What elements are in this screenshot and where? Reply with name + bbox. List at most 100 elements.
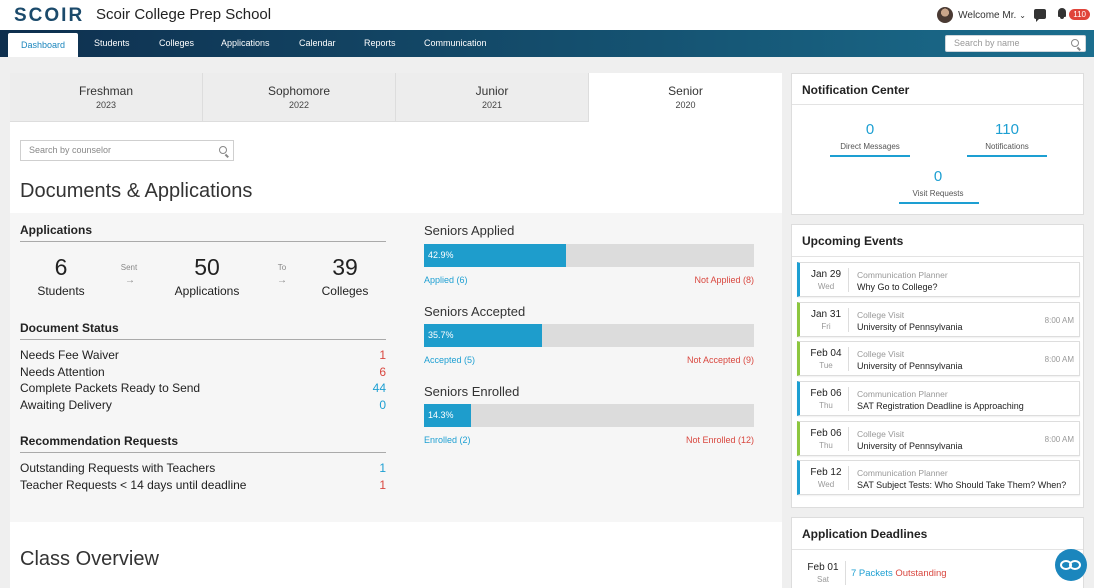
tab-sophomore[interactable]: Sophomore 2022 (203, 73, 396, 122)
divider (20, 452, 386, 453)
nav-applications[interactable]: Applications (221, 38, 270, 48)
enrolled-link[interactable]: Enrolled (2) (424, 435, 471, 445)
tab-label: Freshman (78, 84, 134, 98)
seniors-enrolled-title: Seniors Enrolled (424, 384, 520, 399)
documents-header-area (10, 122, 782, 213)
to-label: To (277, 263, 287, 272)
nav-colleges[interactable]: Colleges (159, 38, 195, 48)
event-item[interactable]: Feb 06 Thu Communication Planner SAT Reg… (797, 381, 1080, 416)
event-item[interactable]: Feb 12 Wed Communication Planner SAT Sub… (797, 460, 1080, 495)
awaiting-delivery-count[interactable]: 0 (379, 398, 386, 412)
event-name: University of Pennsylvania (857, 322, 963, 332)
needs-attention-label: Needs Attention (20, 365, 105, 379)
scoir-logo[interactable]: SCOIR (14, 5, 85, 26)
tab-freshman[interactable]: Freshman 2023 (10, 73, 203, 122)
seniors-applied-bar[interactable]: 42.9% (424, 244, 754, 267)
complete-packets-label: Complete Packets Ready to Send (20, 381, 201, 395)
not-applied-link[interactable]: Not Applied (8) (694, 275, 754, 285)
class-tabs: Freshman 2023 Sophomore 2022 Junior 2021… (10, 73, 782, 122)
dashboard-main: Freshman 2023 Sophomore 2022 Junior 2021… (10, 73, 782, 588)
nav-dashboard[interactable]: Dashboard (8, 33, 78, 57)
seniors-enrolled-fill: 14.3% (424, 404, 472, 427)
nav-reports[interactable]: Reports (364, 38, 396, 48)
event-day: Tue (819, 361, 833, 370)
infinity-icon-loop (1069, 560, 1081, 570)
awaiting-delivery-label: Awaiting Delivery (20, 398, 112, 412)
event-type: College Visit (857, 429, 905, 439)
event-date: Jan 29 (810, 269, 842, 280)
event-item[interactable]: Jan 29 Wed Communication Planner Why Go … (797, 262, 1080, 297)
event-item[interactable]: Jan 31 Fri College Visit University of P… (797, 302, 1080, 337)
needs-attention-count[interactable]: 6 (379, 365, 386, 379)
arrow-right-icon: → (125, 275, 135, 286)
event-type: Communication Planner (857, 270, 948, 280)
direct-messages-count[interactable]: 0 (865, 121, 875, 138)
event-date: Feb 06 (810, 388, 842, 399)
sent-label: Sent (120, 263, 138, 272)
complete-packets-count[interactable]: 44 (372, 381, 386, 395)
seniors-enrolled-bar[interactable]: 14.3% (424, 404, 754, 427)
notification-badge[interactable]: 110 (1069, 9, 1090, 20)
divider (792, 256, 1083, 257)
tab-year: 2023 (95, 100, 117, 110)
event-item[interactable]: Feb 06 Thu College Visit University of P… (797, 421, 1080, 456)
scoir-help-button[interactable] (1055, 549, 1087, 581)
name-search-input[interactable]: Search by name (945, 35, 1086, 52)
event-name: University of Pennsylvania (857, 361, 963, 371)
event-name: Why Go to College? (857, 282, 938, 292)
tab-junior[interactable]: Junior 2021 (396, 73, 589, 122)
counselor-search-input[interactable]: Search by counselor (20, 140, 234, 161)
counselor-search-placeholder: Search by counselor (29, 145, 112, 155)
seniors-accepted-title: Seniors Accepted (424, 304, 526, 319)
tab-year: 2021 (481, 100, 503, 110)
applied-link[interactable]: Applied (6) (424, 275, 468, 285)
event-item[interactable]: Feb 04 Tue College Visit University of P… (797, 341, 1080, 376)
direct-messages-label[interactable]: Direct Messages (840, 142, 900, 151)
divider (848, 427, 849, 451)
bell-icon[interactable] (1057, 8, 1067, 19)
students-count[interactable]: 6 (54, 254, 68, 280)
chat-icon[interactable] (1034, 9, 1046, 22)
name-search-placeholder: Search by name (954, 38, 1020, 48)
packets-count-link[interactable]: 7 Packets (851, 568, 893, 579)
event-day: Wed (817, 282, 835, 291)
tab-year: 2020 (675, 100, 696, 110)
application-deadlines-card: Application Deadlines Feb 01 Sat 7 Packe… (791, 517, 1084, 588)
upcoming-events-title: Upcoming Events (802, 234, 904, 248)
document-status-heading: Document Status (20, 321, 119, 335)
notifications-label[interactable]: Notifications (985, 142, 1029, 151)
colleges-label: Colleges (321, 284, 369, 298)
user-menu[interactable]: Welcome Mr. ⌄ (937, 6, 1026, 24)
visit-requests-underline (899, 202, 979, 204)
deadline-date: Feb 01 (807, 562, 839, 573)
event-name: University of Pennsylvania (857, 441, 963, 451)
needs-fee-waiver-count[interactable]: 1 (379, 348, 386, 362)
accepted-link[interactable]: Accepted (5) (424, 355, 476, 365)
students-label: Students (37, 284, 85, 298)
divider (848, 387, 849, 411)
divider (20, 241, 386, 242)
event-type: Communication Planner (857, 468, 948, 478)
outstanding-requests-count[interactable]: 1 (379, 461, 386, 475)
visit-requests-count[interactable]: 0 (933, 168, 943, 185)
applications-count[interactable]: 50 (194, 254, 220, 280)
deadline-requests-count[interactable]: 1 (379, 478, 386, 492)
colleges-count[interactable]: 39 (332, 254, 358, 280)
nav-calendar[interactable]: Calendar (299, 38, 336, 48)
deadline-day: Sat (816, 575, 829, 584)
deadline-item[interactable]: Feb 01 Sat 7 Packets Outstanding (797, 556, 1080, 588)
tab-senior[interactable]: Senior 2020 (589, 73, 782, 122)
seniors-accepted-bar[interactable]: 35.7% (424, 324, 754, 347)
notifications-count[interactable]: 110 (995, 121, 1019, 138)
notifications-underline (967, 155, 1047, 157)
event-day: Wed (817, 480, 835, 489)
event-type: College Visit (857, 310, 905, 320)
not-accepted-link[interactable]: Not Accepted (9) (686, 355, 754, 365)
nav-students[interactable]: Students (94, 38, 130, 48)
event-time: 8:00 AM (1044, 316, 1074, 325)
nav-communication[interactable]: Communication (424, 38, 487, 48)
outstanding-status: Outstanding (895, 568, 947, 579)
visit-requests-label[interactable]: Visit Requests (912, 189, 964, 198)
not-enrolled-link[interactable]: Not Enrolled (12) (685, 435, 754, 445)
needs-fee-waiver-label: Needs Fee Waiver (20, 348, 119, 362)
